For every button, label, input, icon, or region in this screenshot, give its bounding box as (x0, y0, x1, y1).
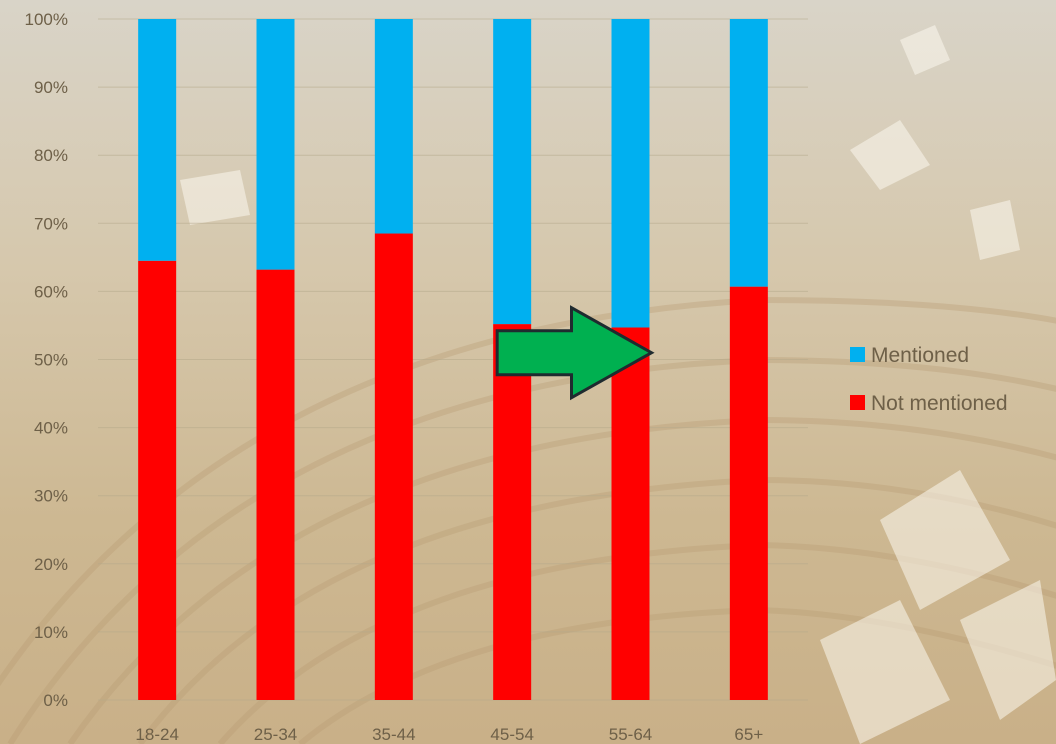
bar-not-mentioned (611, 327, 650, 700)
arrow-annotation (495, 305, 655, 401)
bar-mentioned (256, 19, 295, 270)
y-tick-label: 10% (34, 623, 68, 642)
y-tick-label: 80% (34, 146, 68, 165)
legend: Mentioned Not mentioned (850, 344, 1008, 415)
x-tick-label: 65+ (734, 725, 763, 744)
bar-mentioned (493, 19, 532, 325)
bar-mentioned (374, 19, 413, 234)
y-tick-label: 90% (34, 78, 68, 97)
y-axis-tick-labels: 0% 10% 20% 30% 40% 50% 60% 70% 80% 90% 100% (25, 10, 68, 710)
x-tick-label: 18-24 (135, 725, 178, 744)
y-tick-label: 70% (34, 214, 68, 233)
bar-not-mentioned (374, 233, 413, 700)
y-tick-label: 60% (34, 282, 68, 301)
bar-not-mentioned (493, 324, 532, 700)
legend-swatch-not-mentioned (850, 395, 865, 410)
x-tick-label: 45-54 (490, 725, 533, 744)
y-tick-label: 30% (34, 487, 68, 506)
bars (138, 19, 768, 700)
y-tick-label: 40% (34, 419, 68, 438)
x-axis-tick-labels: 18-24 25-34 35-44 45-54 55-64 65+ (135, 725, 763, 744)
y-tick-label: 0% (43, 691, 68, 710)
bar-not-mentioned (256, 269, 295, 700)
legend-label-mentioned: Mentioned (871, 344, 969, 367)
bar-mentioned (611, 19, 650, 328)
gridlines (98, 18, 808, 701)
bar-not-mentioned (729, 286, 768, 700)
x-tick-label: 35-44 (372, 725, 415, 744)
legend-label-not-mentioned: Not mentioned (871, 392, 1008, 415)
bar-mentioned (729, 19, 768, 287)
y-tick-label: 20% (34, 555, 68, 574)
x-tick-label: 55-64 (609, 725, 652, 744)
x-tick-label: 25-34 (254, 725, 297, 744)
y-tick-label: 50% (34, 351, 68, 370)
bar-mentioned (138, 19, 177, 261)
y-tick-label: 100% (25, 10, 68, 29)
right-arrow-icon (495, 305, 655, 401)
legend-swatch-mentioned (850, 347, 865, 362)
bar-not-mentioned (138, 260, 177, 700)
